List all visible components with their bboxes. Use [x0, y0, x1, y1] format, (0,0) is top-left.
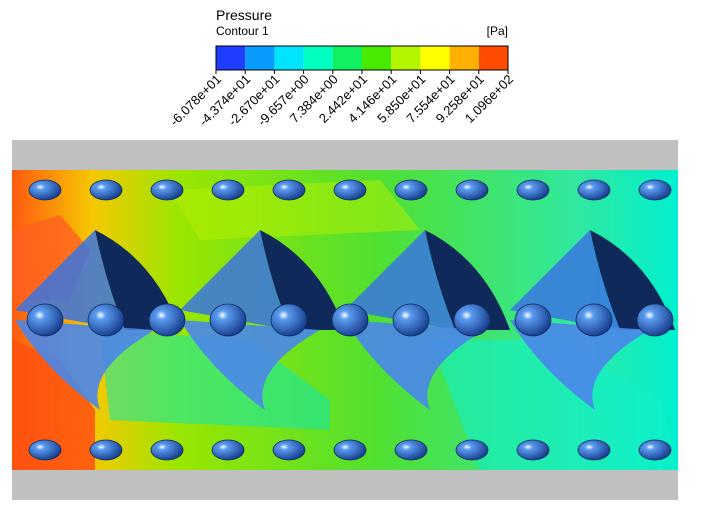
sphere — [272, 179, 306, 201]
sphere — [636, 303, 674, 337]
sphere — [638, 439, 672, 461]
sphere — [272, 439, 306, 461]
sphere — [148, 303, 186, 337]
colorbar-segment — [420, 46, 450, 70]
sphere — [26, 303, 64, 337]
blades — [15, 230, 675, 410]
sphere — [394, 179, 428, 201]
colorbar-segment — [216, 46, 246, 70]
sphere — [453, 303, 491, 337]
sphere — [211, 179, 245, 201]
colorbar-segment — [362, 46, 392, 70]
sphere — [331, 303, 369, 337]
legend-unit: [Pa] — [487, 24, 508, 38]
sphere — [514, 303, 552, 337]
sphere — [516, 179, 550, 201]
low-region — [430, 340, 678, 470]
colorbar-segment — [245, 46, 275, 70]
sphere — [28, 439, 62, 461]
colorbar-segment — [303, 46, 333, 70]
sphere — [577, 179, 611, 201]
blade-shadow — [425, 230, 510, 330]
legend-subtitle: Contour 1 — [216, 24, 269, 38]
sphere — [150, 179, 184, 201]
sphere — [575, 303, 613, 337]
sphere — [392, 303, 430, 337]
sphere — [150, 439, 184, 461]
sphere — [455, 179, 489, 201]
colorbar-segment — [478, 46, 508, 70]
blade — [345, 230, 455, 330]
colorbar-segment — [391, 46, 421, 70]
sphere — [270, 303, 308, 337]
sphere — [638, 179, 672, 201]
blade — [180, 230, 290, 330]
colorbar: -6.078e+01-4.374e+01-2.670e+01-9.657e+00… — [167, 45, 516, 129]
sphere — [209, 303, 247, 337]
blade — [15, 320, 155, 410]
low-region — [100, 330, 330, 430]
colorbar-segment — [449, 46, 479, 70]
spheres — [26, 179, 674, 461]
sphere — [333, 179, 367, 201]
legend-title: Pressure — [216, 7, 272, 23]
blade — [510, 320, 650, 410]
sphere — [87, 303, 125, 337]
blade — [180, 320, 320, 410]
sphere — [577, 439, 611, 461]
blade — [345, 320, 485, 410]
blade-shadow — [260, 230, 345, 330]
sphere — [394, 439, 428, 461]
sphere — [455, 439, 489, 461]
sphere — [28, 179, 62, 201]
sphere — [516, 439, 550, 461]
colorbar-segment — [274, 46, 304, 70]
high-pressure — [12, 340, 95, 470]
blade-shadow — [95, 230, 180, 330]
sphere — [333, 439, 367, 461]
sphere — [211, 439, 245, 461]
sphere — [89, 179, 123, 201]
colorbar-segment — [332, 46, 362, 70]
sphere — [89, 439, 123, 461]
